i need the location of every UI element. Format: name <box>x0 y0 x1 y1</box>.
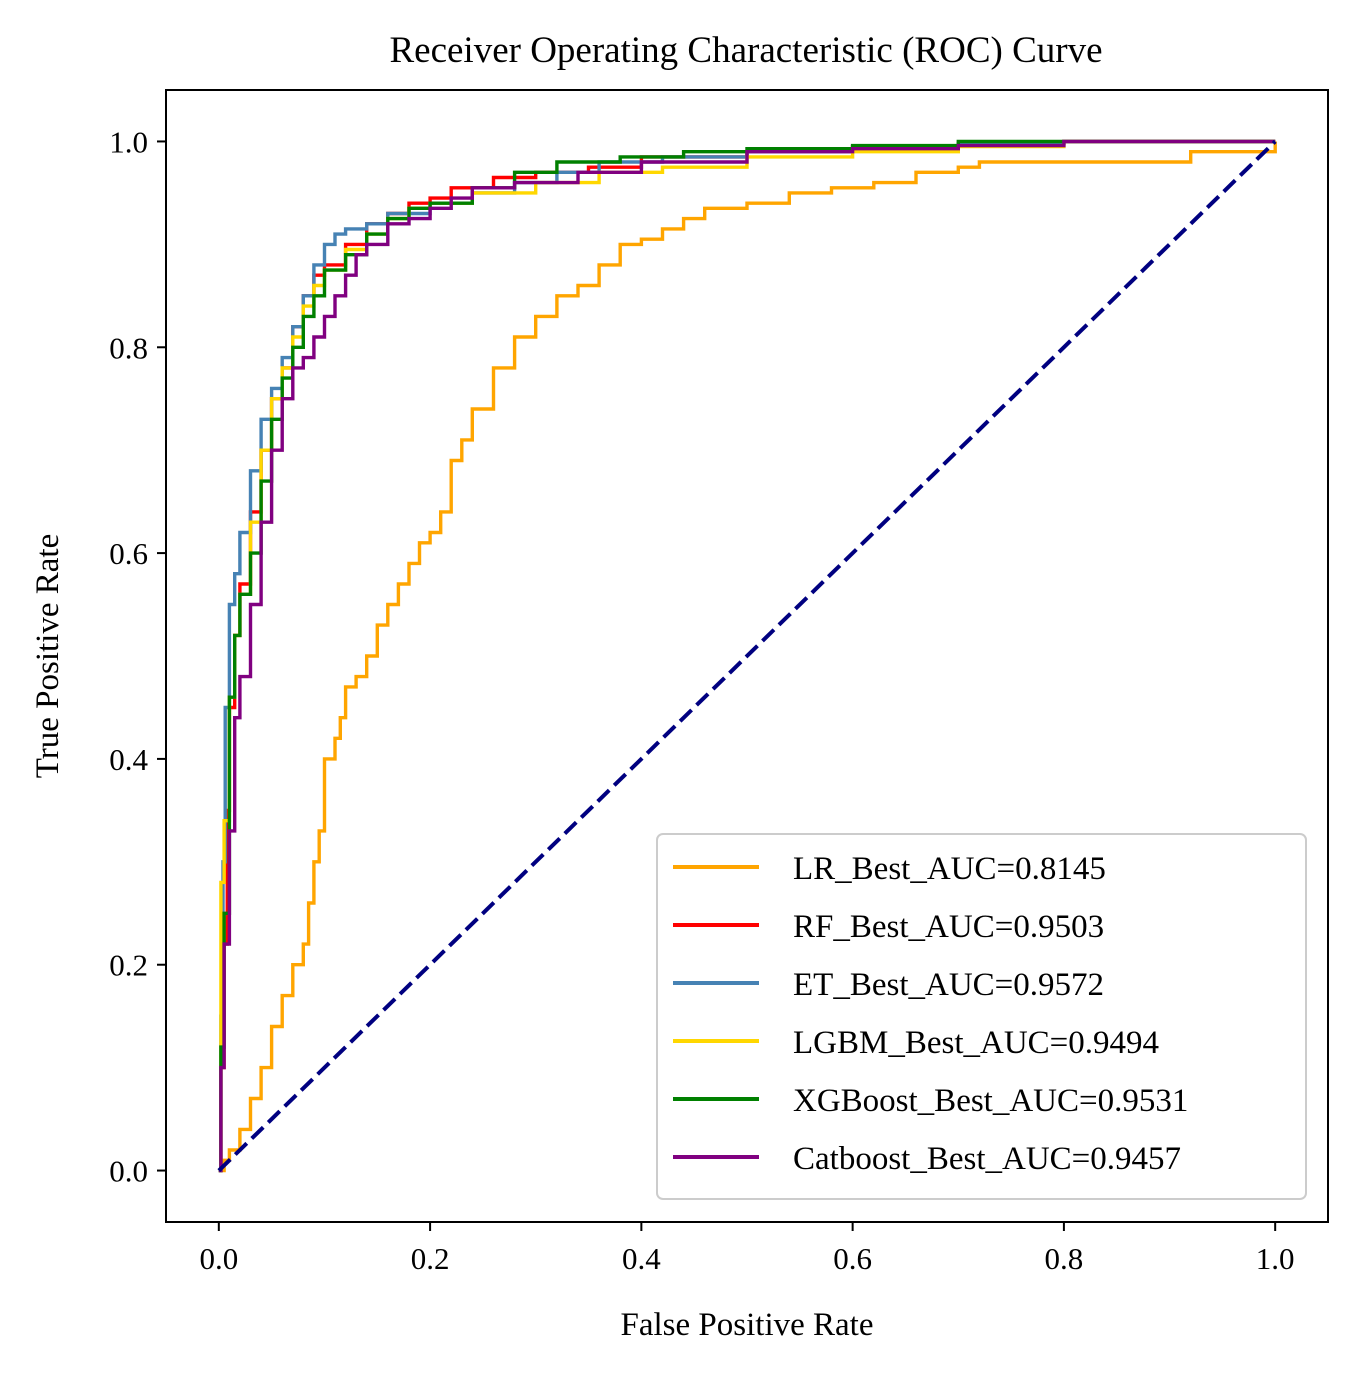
y-axis-label: True Positive Rate <box>30 534 66 778</box>
x-tick-label: 1.0 <box>1256 1241 1295 1276</box>
y-tick-label: 0.2 <box>109 948 148 983</box>
series-line-5 <box>218 139 1276 1173</box>
legend-label-0: LR_Best_AUC=0.8145 <box>793 851 1106 887</box>
y-tick-label: 1.0 <box>109 124 148 159</box>
legend-label-3: LGBM_Best_AUC=0.9494 <box>793 1025 1159 1061</box>
plot-frame <box>165 89 1329 1223</box>
legend-label-2: ET_Best_AUC=0.9572 <box>793 967 1104 1003</box>
y-tick-label: 0.0 <box>109 1154 148 1189</box>
diagonal-reference-line <box>217 140 1277 1172</box>
x-tick-label: 0.6 <box>833 1241 872 1276</box>
legend: LR_Best_AUC=0.8145 RF_Best_AUC=0.9503 ET_B… <box>656 833 1307 1200</box>
x-axis-label: False Positive Rate <box>621 1307 874 1343</box>
x-tick-label: 0.4 <box>622 1241 661 1276</box>
legend-box <box>656 833 1307 1200</box>
series-line-2 <box>218 139 1276 1173</box>
series-lines <box>217 139 1277 1173</box>
y-tick-label: 0.8 <box>109 330 148 365</box>
plot-area <box>217 139 1277 1173</box>
chart-title: Receiver Operating Characteristic (ROC) … <box>389 30 1102 71</box>
y-tick-label: 0.4 <box>109 742 148 777</box>
x-tick-label: 0.0 <box>199 1241 238 1276</box>
series-line-4 <box>218 139 1276 1173</box>
x-tick-label: 0.8 <box>1045 1241 1084 1276</box>
series-line-0 <box>218 141 1277 1173</box>
y-tick-label: 0.6 <box>109 536 148 571</box>
legend-label-5: Catboost_Best_AUC=0.9457 <box>793 1141 1181 1177</box>
x-tick-label: 0.2 <box>411 1241 450 1276</box>
legend-label-1: RF_Best_AUC=0.9503 <box>793 909 1104 945</box>
legend-label-4: XGBoost_Best_AUC=0.9531 <box>793 1083 1188 1119</box>
axes: 0.0 0.2 0.4 0.6 0.8 1.0 0.0 0.2 0.4 0.6 0.8 1.0 <box>109 89 1329 1276</box>
